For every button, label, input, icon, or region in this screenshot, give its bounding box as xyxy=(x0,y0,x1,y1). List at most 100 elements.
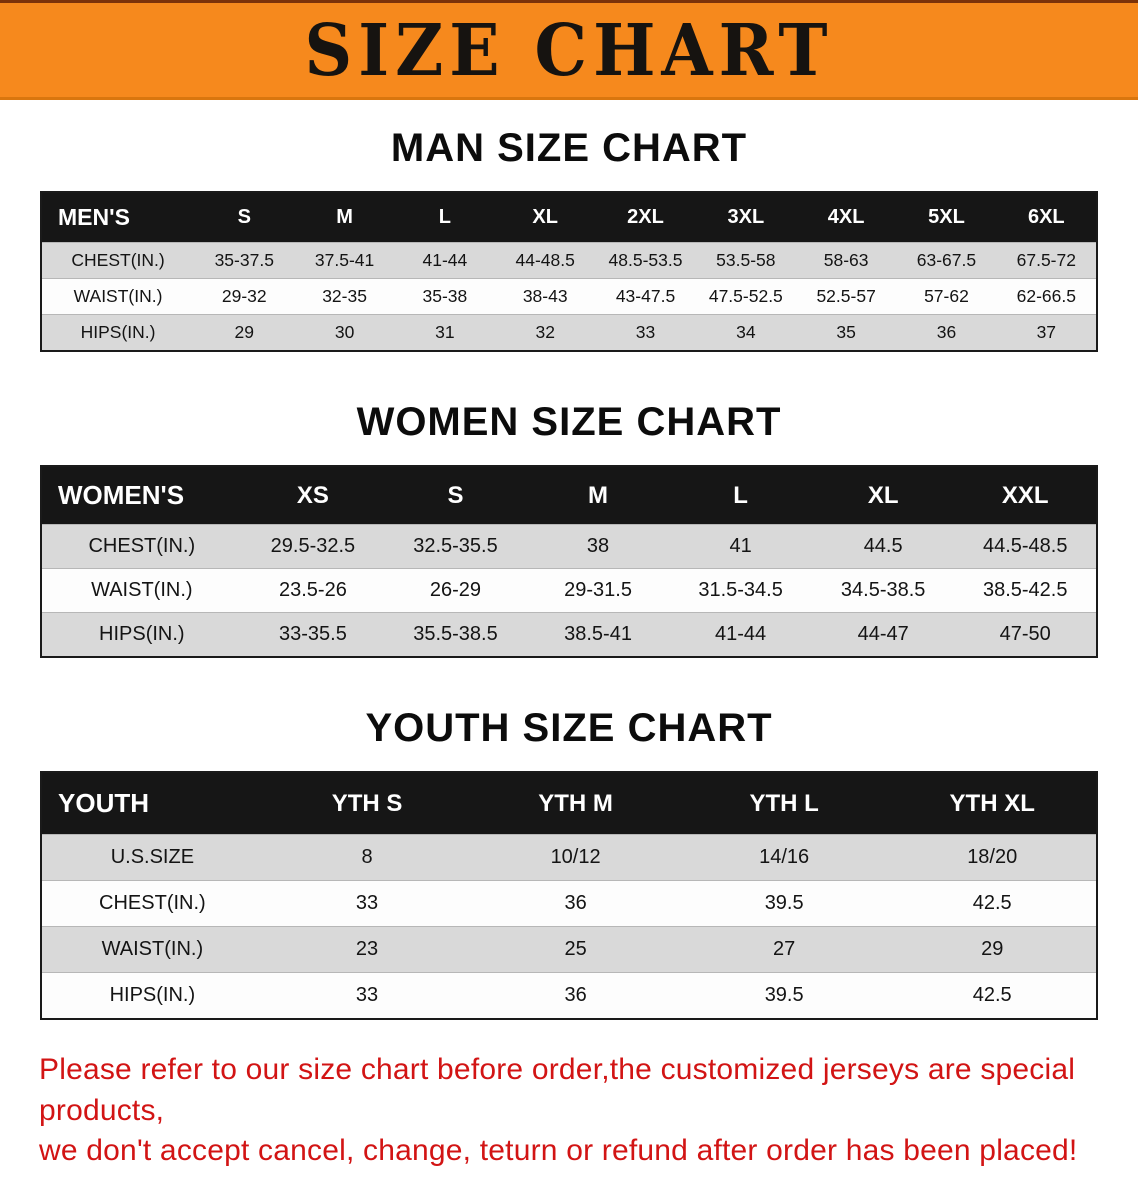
size-column-header: S xyxy=(237,206,251,228)
row-label-cell: WAIST(IN.) xyxy=(41,568,242,613)
size-value-cell: 31 xyxy=(394,314,496,351)
size-value-cell: 41-44 xyxy=(394,242,496,279)
size-column-header: YTH M xyxy=(538,789,613,817)
row-label-cell: WAIST(IN.) xyxy=(41,278,195,315)
size-value-cell: 8 xyxy=(262,834,472,881)
measurement-row: HIPS(IN.) 33 36 39.5 42.5 xyxy=(41,972,1097,1019)
size-value-cell: 36 xyxy=(471,880,680,927)
row-label-cell: HIPS(IN.) xyxy=(41,612,242,657)
size-column-header: L xyxy=(733,481,748,509)
size-value-cell: 23.5-26 xyxy=(241,568,385,613)
disclaimer-line-1: Please refer to our size chart before or… xyxy=(39,1053,1076,1127)
disclaimer-line-2: we don't accept cancel, change, teturn o… xyxy=(39,1134,1078,1167)
size-value-cell: 43-47.5 xyxy=(595,278,696,315)
table-header-row: WOMEN'S XS S M L XL XXL xyxy=(41,466,1097,525)
measurement-row: CHEST(IN.) 29.5-32.5 32.5-35.5 38 41 44.5 44.5… xyxy=(41,524,1097,569)
man-size-heading: MAN SIZE CHART xyxy=(390,126,748,170)
size-column-header: S xyxy=(447,481,464,509)
size-value-cell: 29-32 xyxy=(194,278,295,315)
size-value-cell: 18/20 xyxy=(888,834,1097,881)
measurement-row: U.S.SIZE 8 10/12 14/16 18/20 xyxy=(41,834,1097,881)
size-column-header: YTH XL xyxy=(949,789,1035,817)
size-value-cell: 29 xyxy=(888,926,1097,973)
size-value-cell: 38.5-41 xyxy=(526,612,670,657)
measurement-row: WAIST(IN.) 23.5-26 26-29 29-31.5 31.5-34.5 34… xyxy=(41,568,1097,613)
table-title-cell: MEN'S xyxy=(58,204,130,230)
size-value-cell: 33 xyxy=(262,880,472,927)
size-value-cell: 47.5-52.5 xyxy=(695,278,796,315)
size-value-cell: 44-47 xyxy=(811,612,955,657)
size-value-cell: 35 xyxy=(795,314,897,351)
size-value-cell: 44.5-48.5 xyxy=(954,524,1097,569)
size-column-header: 6XL xyxy=(1027,206,1065,228)
youth-size-heading: YOUTH SIZE CHART xyxy=(365,706,773,750)
row-label-cell: HIPS(IN.) xyxy=(41,972,263,1019)
size-value-cell: 41 xyxy=(669,524,812,569)
size-value-cell: 26-29 xyxy=(384,568,527,613)
size-column-header: M xyxy=(588,481,609,509)
size-value-cell: 32-35 xyxy=(294,278,395,315)
size-value-cell: 35-38 xyxy=(394,278,496,315)
size-column-header: XL xyxy=(532,206,558,228)
size-column-header: M xyxy=(336,206,353,228)
size-value-cell: 39.5 xyxy=(679,972,889,1019)
size-value-cell: 34.5-38.5 xyxy=(811,568,955,613)
charts-container: MAN SIZE CHART MEN'S S M L XL 2XL 3XL 4XL 5XL 6XL… xyxy=(40,126,1098,1020)
youth-size-section: YOUTH SIZE CHART YOUTH YTH S YTH M YTH L YTH… xyxy=(40,706,1098,1020)
size-value-cell: 36 xyxy=(471,972,680,1019)
size-value-cell: 38 xyxy=(526,524,670,569)
size-value-cell: 37.5-41 xyxy=(294,242,395,279)
table-header-row: YOUTH YTH S YTH M YTH L YTH XL xyxy=(41,772,1097,835)
size-value-cell: 34 xyxy=(695,314,796,351)
row-label-cell: WAIST(IN.) xyxy=(41,926,263,973)
size-value-cell: 41-44 xyxy=(669,612,812,657)
size-value-cell: 29-31.5 xyxy=(526,568,670,613)
size-value-cell: 67.5-72 xyxy=(996,242,1097,279)
size-column-header: L xyxy=(438,206,451,228)
women-size-heading: WOMEN SIZE CHART xyxy=(356,400,782,444)
size-value-cell: 35.5-38.5 xyxy=(384,612,527,657)
page-title: SIZE CHART xyxy=(304,7,834,93)
size-column-header: 2XL xyxy=(627,206,664,228)
measurement-row: CHEST(IN.) 35-37.5 37.5-41 41-44 44-48.5 48.5… xyxy=(41,242,1097,279)
row-label-cell: CHEST(IN.) xyxy=(41,880,263,927)
size-column-header: 5XL xyxy=(928,206,965,228)
size-value-cell: 57-62 xyxy=(896,278,997,315)
size-column-header: 3XL xyxy=(727,206,765,228)
size-value-cell: 30 xyxy=(294,314,395,351)
mens-size-table: MEN'S S M L XL 2XL 3XL 4XL 5XL 6XL CHEST(IN.) 35-37… xyxy=(40,191,1098,352)
size-value-cell: 38.5-42.5 xyxy=(954,568,1097,613)
size-value-cell: 44-48.5 xyxy=(495,242,596,279)
size-column-header: XL xyxy=(867,481,899,509)
size-value-cell: 10/12 xyxy=(471,834,680,881)
disclaimer: Please refer to our size chart before or… xyxy=(29,1050,1109,1172)
row-label-cell: HIPS(IN.) xyxy=(41,314,195,351)
size-value-cell: 25 xyxy=(471,926,680,973)
women-size-section: WOMEN SIZE CHART WOMEN'S XS S M L XL XXL CHEST(… xyxy=(40,400,1098,658)
youth-size-table: YOUTH YTH S YTH M YTH L YTH XL U.S.SIZE 8 10/12… xyxy=(40,771,1098,1020)
table-header-row: MEN'S S M L XL 2XL 3XL 4XL 5XL 6XL xyxy=(41,192,1097,243)
row-label-cell: U.S.SIZE xyxy=(41,834,263,881)
size-value-cell: 32.5-35.5 xyxy=(384,524,527,569)
size-value-cell: 58-63 xyxy=(795,242,897,279)
man-size-section: MAN SIZE CHART MEN'S S M L XL 2XL 3XL 4XL 5XL 6XL… xyxy=(40,126,1098,352)
size-value-cell: 42.5 xyxy=(888,972,1097,1019)
size-column-header: 4XL xyxy=(827,206,865,228)
row-label-cell: CHEST(IN.) xyxy=(41,524,242,569)
size-value-cell: 33-35.5 xyxy=(241,612,385,657)
size-value-cell: 39.5 xyxy=(679,880,889,927)
size-value-cell: 48.5-53.5 xyxy=(595,242,696,279)
size-value-cell: 47-50 xyxy=(954,612,1097,657)
size-value-cell: 37 xyxy=(996,314,1097,351)
size-value-cell: 44.5 xyxy=(811,524,955,569)
size-value-cell: 32 xyxy=(495,314,596,351)
size-value-cell: 42.5 xyxy=(888,880,1097,927)
size-value-cell: 63-67.5 xyxy=(896,242,997,279)
size-value-cell: 14/16 xyxy=(679,834,889,881)
size-value-cell: 53.5-58 xyxy=(695,242,796,279)
size-chart-banner: SIZE CHART xyxy=(0,0,1138,100)
table-title-cell: YOUTH xyxy=(58,788,149,818)
size-column-header: XS xyxy=(296,481,329,509)
measurement-row: HIPS(IN.) 29 30 31 32 33 34 35 36 37 xyxy=(41,314,1097,351)
